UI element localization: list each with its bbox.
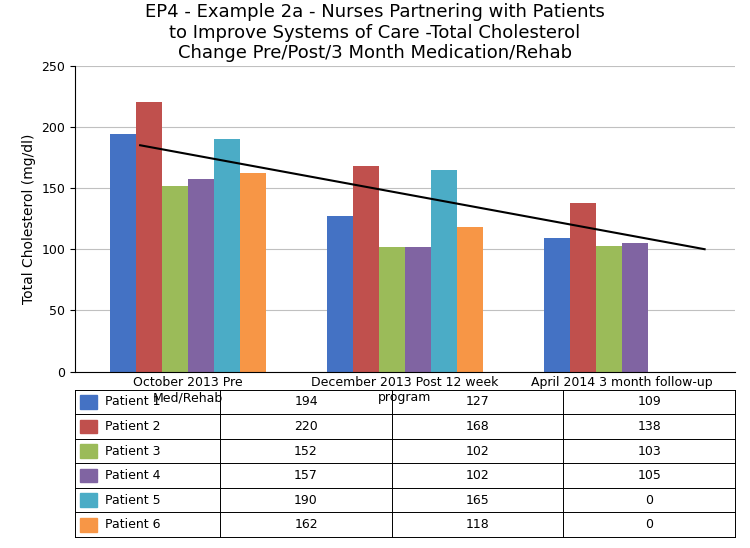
Y-axis label: Total Cholesterol (mg/dl): Total Cholesterol (mg/dl) <box>22 134 36 304</box>
Text: 103: 103 <box>638 444 661 458</box>
Bar <box>405 247 431 372</box>
Bar <box>214 139 240 372</box>
Bar <box>570 203 596 372</box>
Bar <box>110 134 136 372</box>
Bar <box>136 102 162 372</box>
Bar <box>327 216 353 372</box>
Text: 102: 102 <box>466 444 490 458</box>
Text: Patient 3: Patient 3 <box>105 444 160 458</box>
Bar <box>162 186 188 372</box>
Text: Patient 6: Patient 6 <box>105 518 160 531</box>
Text: 105: 105 <box>638 469 662 482</box>
Bar <box>80 420 97 433</box>
Text: 220: 220 <box>294 420 318 433</box>
Bar <box>353 166 379 372</box>
Bar <box>240 173 266 372</box>
Bar <box>188 180 214 372</box>
Text: EP4 - Example 2a - Nurses Partnering with Patients
to Improve Systems of Care -T: EP4 - Example 2a - Nurses Partnering wit… <box>145 3 605 62</box>
Text: Patient 4: Patient 4 <box>105 469 160 482</box>
Text: 162: 162 <box>294 518 318 531</box>
Bar <box>80 469 97 482</box>
Bar <box>544 238 570 372</box>
Text: Patient 2: Patient 2 <box>105 420 160 433</box>
Bar <box>622 243 648 372</box>
Text: 152: 152 <box>294 444 318 458</box>
Bar <box>596 246 622 372</box>
Text: 165: 165 <box>466 494 490 507</box>
Bar <box>80 444 97 458</box>
Text: 127: 127 <box>466 396 490 408</box>
Text: 168: 168 <box>466 420 490 433</box>
Text: 157: 157 <box>294 469 318 482</box>
Text: 194: 194 <box>294 396 318 408</box>
Text: 109: 109 <box>638 396 661 408</box>
Bar <box>80 518 97 532</box>
Text: Patient 1: Patient 1 <box>105 396 160 408</box>
Bar <box>379 247 405 372</box>
Text: 0: 0 <box>645 494 653 507</box>
Text: 138: 138 <box>638 420 661 433</box>
Bar <box>80 395 97 409</box>
Text: Patient 5: Patient 5 <box>105 494 160 507</box>
Text: 0: 0 <box>645 518 653 531</box>
Bar <box>80 493 97 507</box>
Text: 118: 118 <box>466 518 490 531</box>
Bar <box>431 170 457 372</box>
Text: 102: 102 <box>466 469 490 482</box>
Bar <box>457 227 483 372</box>
Text: 190: 190 <box>294 494 318 507</box>
